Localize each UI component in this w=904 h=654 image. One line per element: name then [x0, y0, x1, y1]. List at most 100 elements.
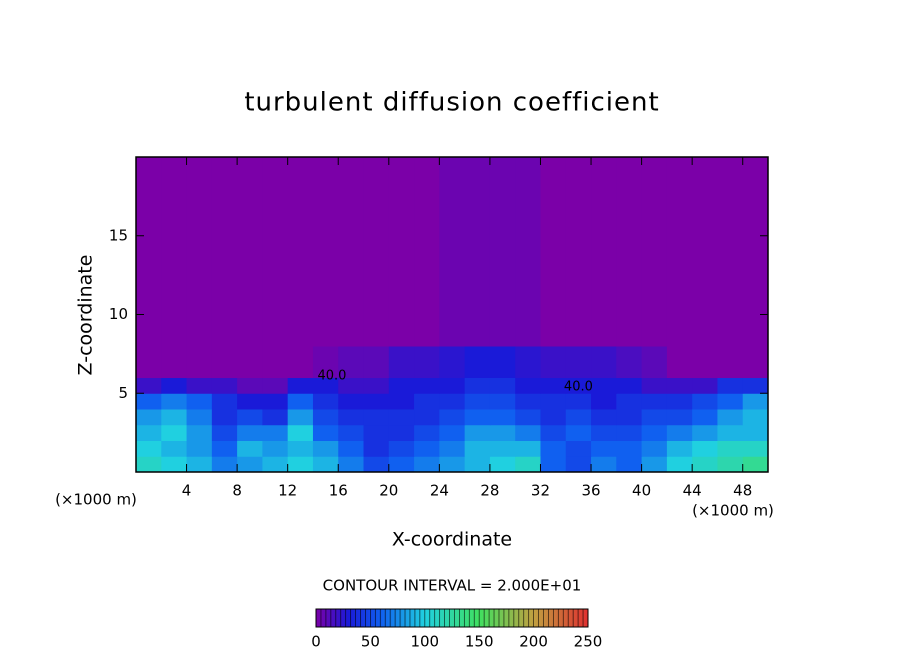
heatmap-cell	[641, 440, 668, 457]
heatmap-cell	[262, 346, 289, 378]
heatmap-cell	[540, 440, 567, 457]
heatmap-cell	[540, 157, 567, 347]
heatmap-cell	[540, 409, 567, 426]
heatmap-cell	[388, 393, 415, 410]
heatmap-cell	[591, 424, 617, 441]
heatmap-cell	[464, 377, 491, 394]
heatmap-cell	[515, 440, 541, 457]
heatmap-cell	[515, 377, 541, 394]
heatmap-cell	[237, 456, 263, 473]
colorbar-tick-label: 100	[410, 633, 439, 651]
x-tick-label: 36	[581, 482, 600, 500]
heatmap-cell	[565, 424, 592, 441]
heatmap-cell	[186, 409, 213, 426]
heatmap-cell	[540, 456, 567, 473]
heatmap-cell	[591, 456, 617, 473]
heatmap-cell	[742, 377, 769, 394]
heatmap-cell	[414, 377, 440, 394]
heatmap-cell	[211, 393, 238, 410]
heatmap-cell	[287, 377, 314, 394]
heatmap-cell	[489, 409, 516, 426]
heatmap-cell	[464, 346, 491, 378]
heatmap-cell	[211, 424, 238, 441]
heatmap-cell	[287, 409, 314, 426]
heatmap-cell	[591, 440, 617, 457]
heatmap-cell	[515, 157, 541, 347]
heatmap-cell	[388, 409, 415, 426]
contour-label: 40.0	[317, 368, 346, 383]
heatmap-cell	[161, 393, 188, 410]
heatmap-cell	[591, 157, 617, 347]
colorbar-tick-label: 200	[519, 633, 548, 651]
x-tick-label: 12	[278, 482, 297, 500]
heatmap-cell	[186, 424, 213, 441]
heatmap-cell	[439, 346, 466, 378]
heatmap-cell	[262, 393, 289, 410]
heatmap-cell	[338, 393, 365, 410]
heatmap-cell	[363, 346, 390, 378]
heatmap-cell	[414, 456, 440, 473]
heatmap-cell	[186, 393, 213, 410]
heatmap-cell	[414, 424, 440, 441]
heatmap-cell	[439, 157, 466, 347]
heatmap-cell	[464, 157, 491, 347]
heatmap-cell	[742, 157, 769, 347]
heatmap-cell	[717, 157, 744, 347]
heatmap-cell	[414, 393, 440, 410]
colorbar-tick-label: 50	[361, 633, 380, 651]
x-tick-label: 28	[480, 482, 499, 500]
heatmap-cell	[363, 440, 390, 457]
heatmap-cell	[287, 456, 314, 473]
heatmap-cell	[439, 440, 466, 457]
heatmap-cell	[565, 393, 592, 410]
y-tick-label: 5	[118, 384, 128, 402]
x-tick-label: 32	[531, 482, 550, 500]
heatmap-cell	[692, 424, 718, 441]
heatmap-cell	[237, 409, 263, 426]
heatmap-cell	[692, 409, 718, 426]
heatmap-cell	[161, 456, 188, 473]
heatmap-cell	[439, 377, 466, 394]
heatmap-cell	[211, 157, 238, 347]
heatmap-cell	[312, 346, 339, 378]
heatmap-cell	[338, 377, 365, 394]
heatmap-cell	[262, 409, 289, 426]
heatmap-cell	[666, 393, 693, 410]
x-tick-label: 40	[632, 482, 651, 500]
heatmap-cell	[717, 424, 744, 441]
x-tick-label: 48	[733, 482, 752, 500]
heatmap-cell	[312, 393, 339, 410]
heatmap-cell	[641, 409, 668, 426]
heatmap-cell	[161, 440, 188, 457]
y-axis-label: Z-coordinate	[75, 255, 97, 376]
heatmap-cell	[717, 377, 744, 394]
heatmap-cell	[641, 346, 668, 378]
heatmap-cell	[439, 424, 466, 441]
colorbar-tick-label: 250	[574, 633, 603, 651]
heatmap-cell	[388, 456, 415, 473]
heatmap-cell	[692, 393, 718, 410]
heatmap-cell	[666, 456, 693, 473]
heatmap-cell	[692, 346, 718, 378]
heatmap-cell	[666, 346, 693, 378]
heatmap-cell	[136, 424, 162, 441]
heatmap-cell	[666, 377, 693, 394]
heatmap-cell	[439, 393, 466, 410]
heatmap-cell	[414, 440, 440, 457]
heatmap-cell	[742, 346, 769, 378]
heatmap-cell	[414, 157, 440, 347]
heatmap-cell	[666, 440, 693, 457]
heatmap-cell	[262, 377, 289, 394]
heatmap-cell	[237, 157, 263, 347]
heatmap-cell	[616, 157, 643, 347]
heatmap-cell	[591, 377, 617, 394]
heatmap-cell	[666, 409, 693, 426]
heatmap-cell	[515, 456, 541, 473]
heatmap-cell	[515, 393, 541, 410]
y-tick-label: 15	[109, 226, 128, 244]
heatmap-cell	[363, 377, 390, 394]
x-tick-label: 16	[329, 482, 348, 500]
heatmap-cell	[262, 440, 289, 457]
heatmap-cell	[338, 424, 365, 441]
